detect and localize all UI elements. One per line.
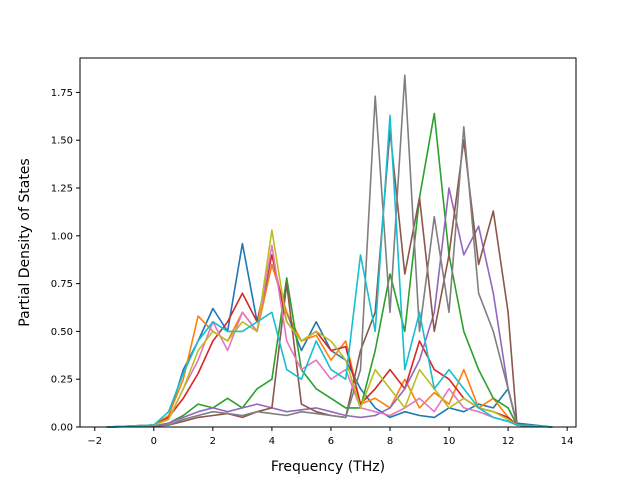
x-axis-label: Frequency (THz) [271, 459, 385, 475]
x-tick-label: 4 [269, 436, 275, 447]
series-line-9 [106, 229, 553, 428]
x-tick-label: 2 [210, 436, 216, 447]
x-tick-label: 6 [328, 436, 334, 447]
y-tick-label: 0.25 [51, 375, 73, 386]
x-axis-ticks: −2 0 2 4 6 8 10 12 14 [87, 427, 574, 447]
x-tick-label: 0 [151, 436, 157, 447]
x-tick-label: 14 [561, 436, 574, 447]
y-tick-label: 1.75 [51, 88, 73, 99]
x-tick-label: 12 [502, 436, 515, 447]
plot-frame [79, 57, 577, 428]
y-tick-label: 0.00 [51, 423, 73, 434]
series-line-8 [106, 74, 553, 428]
y-axis-label: Partial Density of States [17, 158, 33, 326]
series-line-10 [106, 114, 553, 428]
y-axis-ticks: 0.00 0.25 0.50 0.75 1.00 1.25 1.50 1.75 [51, 88, 80, 434]
y-tick-label: 0.50 [51, 327, 73, 338]
y-tick-label: 1.50 [51, 136, 73, 147]
x-tick-label: 8 [387, 436, 393, 447]
series-line-3 [106, 112, 553, 428]
y-tick-label: 0.75 [51, 279, 73, 290]
x-tick-label: 10 [443, 436, 456, 447]
x-tick-label: −2 [87, 436, 102, 447]
y-tick-label: 1.25 [51, 184, 73, 195]
y-tick-label: 1.00 [51, 231, 73, 242]
series-layer [106, 74, 553, 428]
series-line-5 [106, 187, 553, 428]
